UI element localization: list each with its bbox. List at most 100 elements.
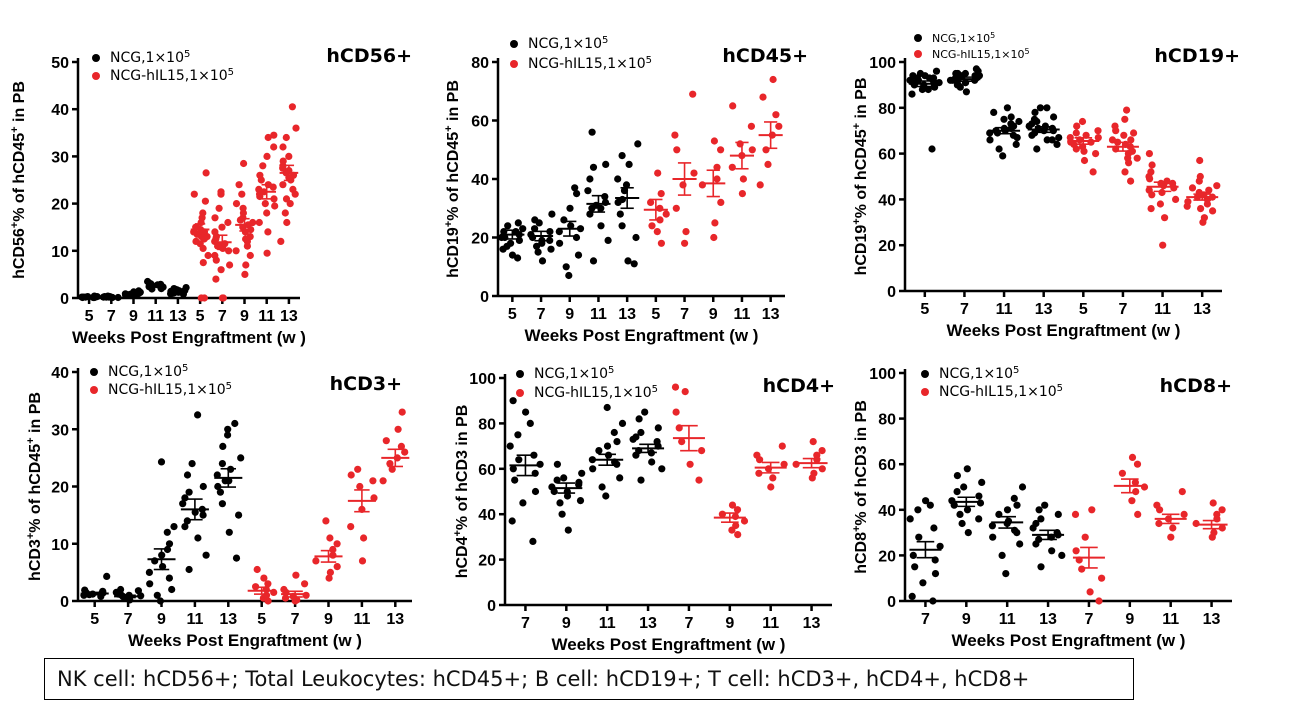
chart-panel-hcd4-plus: 0 20 40 60 80 100 7 9 11 13 7 9 11 13 Weeks Post Engra… — [452, 365, 835, 655]
data-point — [270, 131, 278, 139]
data-point — [678, 438, 686, 446]
chart-panel-hcd19-plus: 0 20 40 60 80 100 5 7 11 13 5 7 11 13 Weeks Post Engra… — [851, 31, 1240, 341]
data-point — [531, 487, 540, 496]
data-point — [647, 198, 655, 206]
panel-title: hCD3+ — [330, 373, 402, 395]
data-point — [1153, 501, 1161, 509]
data-point — [1016, 540, 1024, 548]
data-point — [1111, 122, 1119, 130]
data-point — [1196, 156, 1204, 165]
data-point — [1145, 150, 1153, 158]
data-point — [1048, 547, 1056, 555]
data-point — [213, 471, 221, 479]
data-point — [673, 146, 681, 154]
data-point — [710, 137, 719, 145]
data-point — [648, 458, 656, 466]
y-tick-label: 20 — [51, 197, 69, 214]
legend-marker — [914, 34, 922, 42]
data-point — [232, 554, 241, 562]
legend-marker — [921, 388, 929, 396]
data-point — [240, 159, 248, 168]
data-point — [1218, 506, 1226, 514]
data-point — [558, 510, 566, 518]
data-point — [1134, 510, 1142, 518]
y-tick-label: 80 — [878, 101, 896, 118]
data-point — [657, 239, 666, 247]
y-tick-label: 50 — [51, 55, 69, 72]
data-point — [637, 476, 645, 484]
data-point — [232, 200, 241, 208]
x-tick-label: 5 — [257, 611, 266, 628]
x-tick-label: 5 — [90, 611, 99, 628]
x-tick-label: 5 — [1079, 301, 1088, 318]
data-point — [961, 69, 970, 78]
data-point — [217, 266, 225, 274]
data-point — [277, 237, 285, 245]
data-point — [740, 517, 749, 525]
data-point — [1032, 519, 1040, 528]
x-tick-label: 7 — [291, 611, 300, 628]
data-point — [292, 571, 300, 579]
y-tick-label: 20 — [878, 548, 896, 565]
data-point — [711, 219, 719, 227]
data-point — [347, 523, 355, 531]
data-point — [279, 181, 287, 189]
x-tick-label: 7 — [680, 306, 689, 323]
y-tick-label: 10 — [51, 244, 69, 261]
data-point — [695, 476, 703, 484]
data-point — [602, 160, 610, 168]
data-point — [506, 442, 514, 450]
data-point — [962, 88, 971, 96]
data-point — [211, 251, 219, 260]
data-point — [637, 428, 645, 437]
legend-label: NCG-hIL15,1×105 — [534, 384, 658, 402]
data-point — [548, 483, 556, 491]
data-point — [654, 424, 662, 432]
data-point — [813, 451, 821, 459]
data-point — [604, 236, 612, 244]
data-point — [382, 437, 390, 445]
y-tick-label: 20 — [51, 480, 69, 497]
data-point — [975, 492, 983, 500]
data-point — [283, 218, 291, 227]
data-point — [1031, 108, 1039, 116]
y-tick-label: 0 — [60, 594, 69, 611]
data-point — [671, 383, 680, 391]
y-tick-label: 60 — [878, 147, 896, 164]
data-point — [986, 136, 994, 144]
data-point — [1127, 177, 1135, 185]
data-point — [1018, 483, 1027, 491]
data-point — [614, 175, 622, 183]
y-tick-label: 80 — [878, 412, 896, 429]
data-point — [215, 204, 223, 212]
cell-type-key-box: NK cell: hCD56+; Total Leukocytes: hCD45… — [44, 658, 1134, 700]
data-point — [333, 540, 341, 548]
data-point — [564, 526, 572, 534]
x-tick-label: 11 — [999, 611, 1016, 628]
data-point — [733, 506, 742, 514]
y-tick-label: 40 — [471, 172, 489, 189]
data-point — [1140, 483, 1149, 491]
data-point — [963, 506, 972, 514]
data-point — [255, 218, 263, 227]
y-tick-label: 40 — [878, 503, 896, 520]
data-point — [556, 239, 564, 247]
x-tick-label: 9 — [129, 308, 138, 325]
data-point — [576, 497, 585, 505]
x-tick-label: 13 — [1035, 301, 1053, 318]
y-axis-title: hCD56+% of hCD45+ in PB — [9, 81, 28, 279]
data-point — [1123, 106, 1131, 114]
data-point — [908, 90, 916, 98]
data-point — [908, 592, 916, 601]
data-point — [1128, 497, 1136, 505]
data-point — [602, 492, 610, 500]
data-point — [1037, 515, 1045, 523]
data-point — [199, 482, 207, 491]
y-tick-label: 20 — [878, 238, 896, 255]
data-point — [1147, 168, 1155, 176]
data-point — [618, 419, 627, 427]
data-point — [201, 197, 209, 205]
y-tick-label: 40 — [51, 102, 69, 119]
data-point — [1128, 453, 1137, 461]
data-point — [1188, 184, 1197, 192]
